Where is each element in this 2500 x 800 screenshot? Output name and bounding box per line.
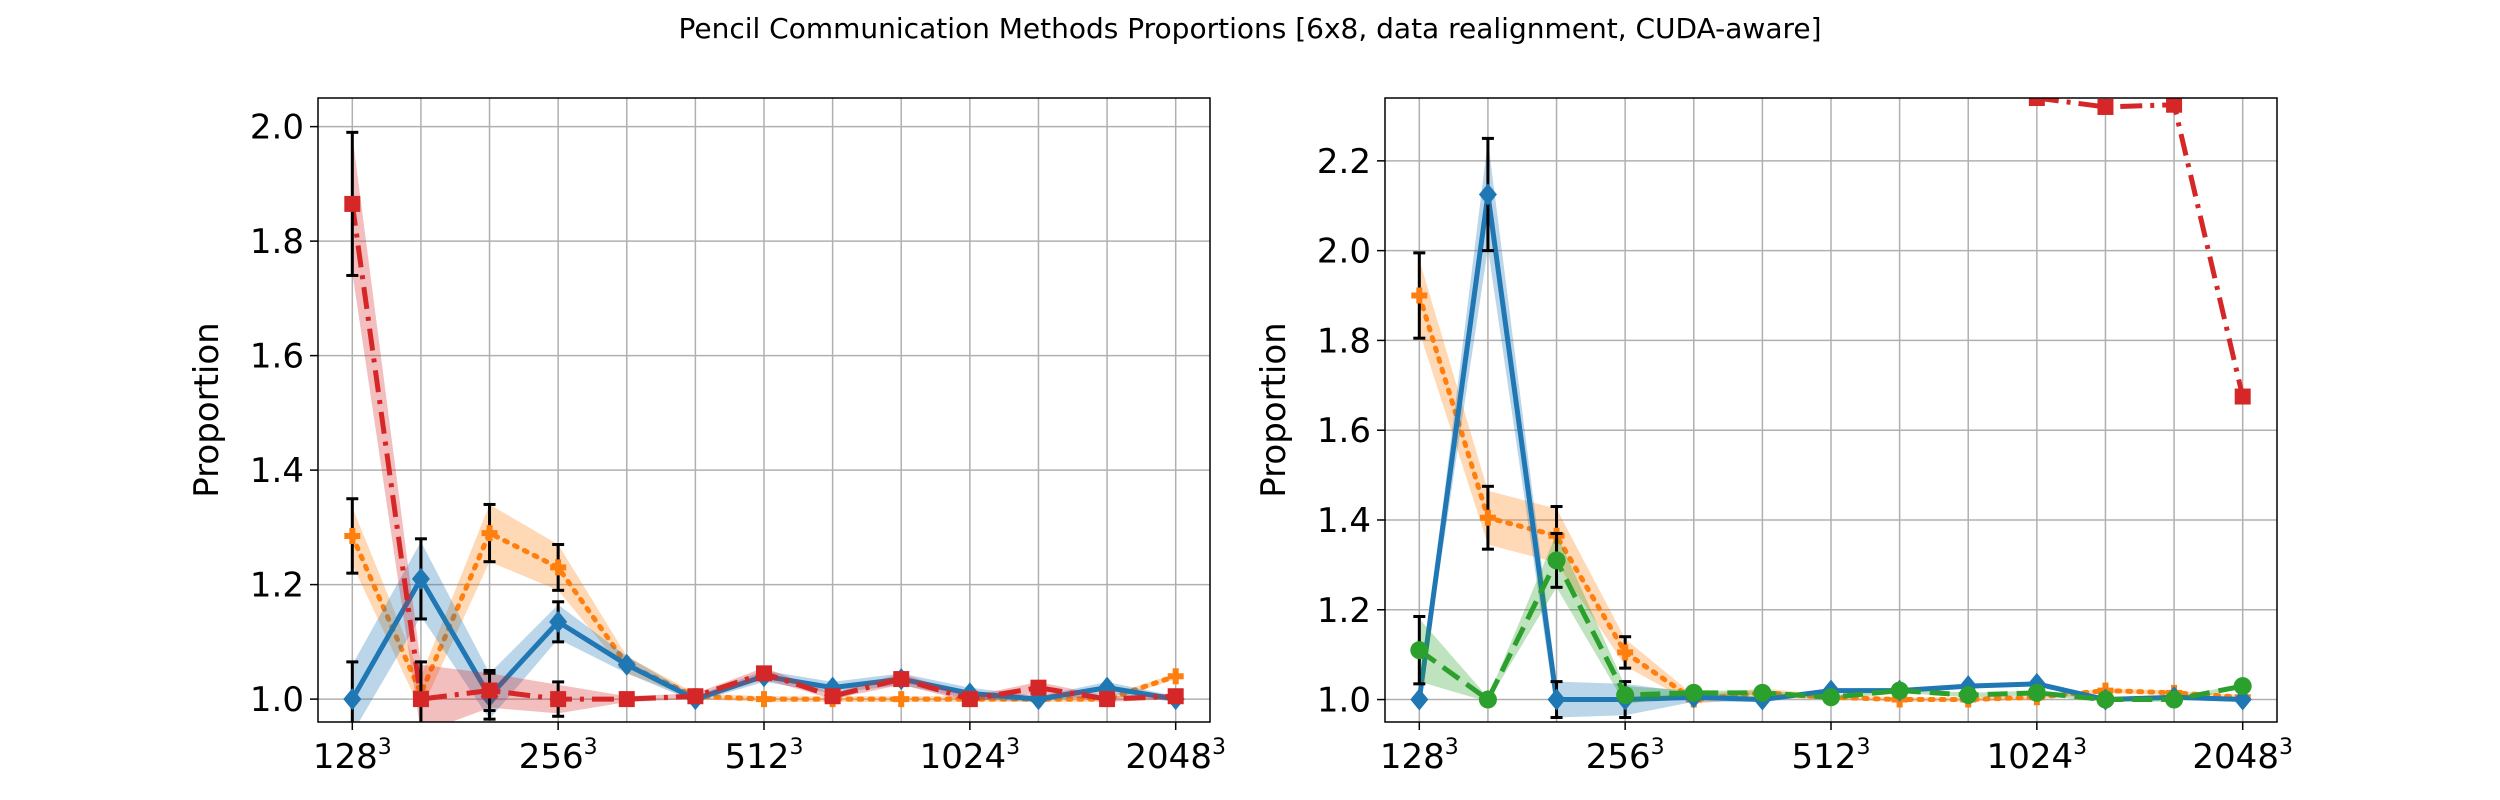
y-tick-label: 1.8 bbox=[250, 222, 304, 262]
data-point-blue bbox=[1478, 183, 1497, 206]
x-tick-label: 5123 bbox=[1792, 735, 1871, 777]
figure-title: Pencil Communication Methods Proportions… bbox=[678, 12, 1822, 45]
data-point-orange bbox=[756, 691, 772, 708]
data-point-red bbox=[344, 195, 361, 212]
data-point-red bbox=[2097, 98, 2114, 115]
y-tick-label: 1.2 bbox=[1317, 591, 1371, 631]
series-red bbox=[344, 130, 1184, 722]
data-point-green bbox=[1822, 688, 1840, 707]
y-axis-label: Proportion bbox=[1254, 322, 1294, 497]
data-point-green bbox=[1547, 551, 1566, 570]
data-point-red bbox=[2028, 98, 2045, 106]
data-point-red bbox=[550, 691, 567, 708]
data-point-red bbox=[756, 665, 772, 682]
data-point-orange bbox=[1411, 287, 1428, 304]
plot-area bbox=[1410, 98, 2252, 720]
y-tick-label: 2.2 bbox=[1317, 142, 1371, 182]
data-point-green bbox=[2233, 677, 2252, 696]
axis-ticks: 1.0 1.2 1.4 1.6 1.8 2.0 1283 2563 5123 10243 20483 bbox=[250, 108, 1226, 777]
x-tick-label: 1283 bbox=[313, 735, 392, 777]
data-point-orange bbox=[344, 527, 361, 544]
confidence-band-red bbox=[2036, 98, 2243, 397]
y-axis-label: Proportion bbox=[187, 322, 227, 497]
data-point-orange bbox=[1167, 668, 1184, 685]
data-point-red bbox=[618, 691, 635, 708]
series-line-red bbox=[2036, 98, 2246, 398]
data-point-green bbox=[1410, 641, 1429, 660]
data-point-red bbox=[481, 682, 498, 699]
y-tick-label: 1.6 bbox=[250, 337, 304, 377]
data-point-red bbox=[824, 688, 841, 705]
left-plot-panel: 1.0 1.2 1.4 1.6 1.8 2.0 1283 2563 5123 10243 20483… bbox=[187, 97, 1226, 777]
data-point-orange bbox=[1617, 644, 1634, 661]
data-point-green bbox=[1890, 681, 1909, 700]
data-point-green bbox=[2027, 683, 2046, 702]
x-tick-label: 10243 bbox=[920, 735, 1021, 777]
data-point-orange bbox=[1479, 509, 1496, 526]
data-point-blue bbox=[617, 653, 636, 676]
plot-area bbox=[343, 130, 1185, 722]
right-plot-panel: 1.0 1.2 1.4 1.6 1.8 2.0 2.2 1283 2563 5123 10243 20… bbox=[1254, 97, 2293, 777]
x-tick-label: 10243 bbox=[1987, 735, 2088, 777]
x-tick-label: 2563 bbox=[1586, 735, 1665, 777]
data-point-red bbox=[2166, 98, 2183, 113]
data-point-orange bbox=[550, 559, 567, 576]
y-tick-label: 1.4 bbox=[250, 451, 304, 491]
x-tick-label: 2563 bbox=[519, 735, 598, 777]
y-tick-label: 1.4 bbox=[1317, 501, 1371, 541]
y-tick-label: 1.6 bbox=[1317, 411, 1371, 451]
data-point-red bbox=[1030, 679, 1047, 696]
y-tick-label: 1.2 bbox=[250, 566, 304, 606]
data-point-red bbox=[412, 691, 429, 708]
data-point-green bbox=[1753, 683, 1772, 702]
data-point-orange bbox=[481, 525, 498, 542]
data-point-blue bbox=[411, 567, 430, 590]
data-point-green bbox=[1684, 683, 1703, 702]
y-tick-label: 1.8 bbox=[1317, 321, 1371, 361]
y-tick-label: 2.0 bbox=[250, 108, 304, 148]
x-tick-label: 5123 bbox=[725, 735, 804, 777]
series-red bbox=[2028, 98, 2251, 405]
data-point-red bbox=[961, 691, 978, 708]
data-point-green bbox=[2165, 690, 2184, 709]
data-point-red bbox=[2234, 388, 2251, 405]
data-point-blue bbox=[343, 688, 362, 711]
y-tick-label: 1.0 bbox=[1317, 681, 1371, 721]
x-tick-label: 1283 bbox=[1380, 735, 1459, 777]
data-point-blue bbox=[549, 610, 568, 633]
y-tick-label: 1.0 bbox=[250, 680, 304, 720]
data-point-blue bbox=[2233, 688, 2252, 711]
y-tick-label: 2.0 bbox=[1317, 232, 1371, 272]
data-point-red bbox=[1099, 691, 1116, 708]
data-point-red bbox=[893, 671, 910, 688]
axis-ticks: 1.0 1.2 1.4 1.6 1.8 2.0 2.2 1283 2563 5123 10243 20… bbox=[1317, 142, 2293, 777]
data-point-green bbox=[1959, 686, 1978, 705]
series-green bbox=[1410, 531, 2252, 709]
data-point-red bbox=[687, 688, 704, 705]
data-point-green bbox=[1616, 686, 1635, 705]
data-point-green bbox=[1478, 690, 1497, 709]
x-tick-label: 20483 bbox=[2192, 735, 2293, 777]
data-point-red bbox=[1167, 688, 1184, 705]
data-point-green bbox=[2096, 690, 2115, 709]
data-point-orange bbox=[893, 691, 910, 708]
x-tick-label: 20483 bbox=[1125, 735, 1226, 777]
data-point-blue bbox=[1547, 688, 1566, 711]
data-point-blue bbox=[1410, 688, 1429, 711]
